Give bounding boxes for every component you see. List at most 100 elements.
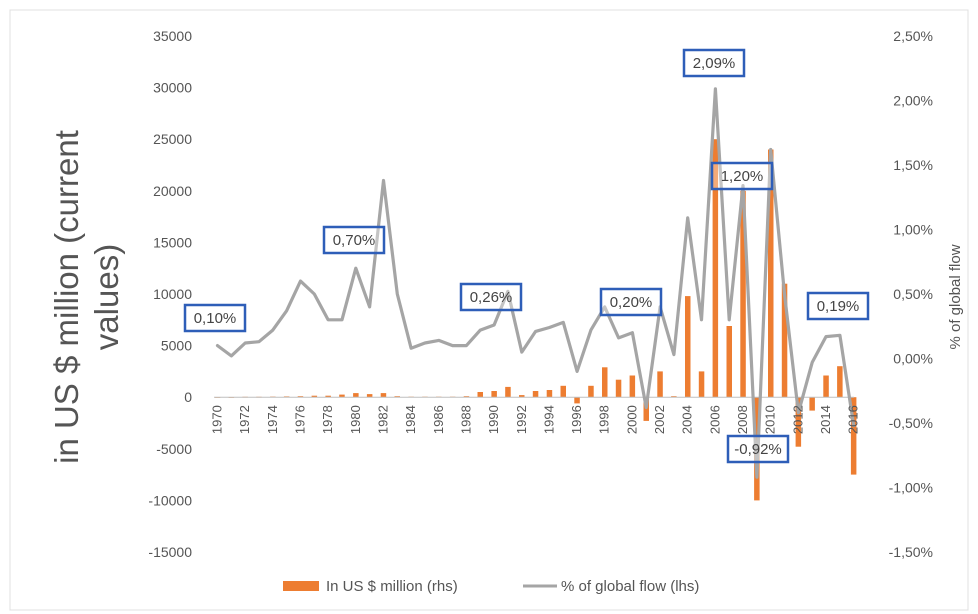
y-right-tick-label: -1,00% xyxy=(889,480,933,496)
x-tick-label: 1980 xyxy=(348,405,363,434)
bar-2002 xyxy=(657,371,663,398)
x-tick-label: 2008 xyxy=(735,405,750,434)
bar-2016 xyxy=(850,397,857,475)
x-tick-label: 2002 xyxy=(652,405,667,434)
bar-2004 xyxy=(685,296,691,398)
y-left-tick-label: -15000 xyxy=(148,544,192,560)
annotation-2006: 2,09% xyxy=(682,48,746,78)
bar-2012 xyxy=(795,397,802,447)
bar-1995 xyxy=(560,385,566,398)
y-left-tick-label: 30000 xyxy=(153,80,192,96)
bar-1997 xyxy=(588,385,594,398)
x-tick-label: 1970 xyxy=(210,405,225,434)
x-tick-label: 1994 xyxy=(541,405,556,434)
bar-1991 xyxy=(505,386,511,398)
bar-1993 xyxy=(532,391,539,398)
annotation-label: 0,10% xyxy=(194,310,237,327)
x-tick-label: 1978 xyxy=(320,405,335,434)
annotation-2009: -0,92% xyxy=(726,434,790,464)
bar-2015 xyxy=(837,366,843,398)
y-right-tick-label: 2,00% xyxy=(893,93,933,109)
bar-1998 xyxy=(602,367,608,398)
x-tick-label: 2006 xyxy=(707,405,722,434)
y-axis-left-title: in US $ million (current values) xyxy=(48,130,125,464)
bar-1977 xyxy=(311,395,318,398)
y-right-tick-label: 0,50% xyxy=(893,286,933,302)
annotation-label: -0,92% xyxy=(734,441,782,458)
y-left-tick-label: 25000 xyxy=(153,131,192,147)
bar-1978 xyxy=(325,395,331,398)
x-tick-label: 1984 xyxy=(403,405,418,434)
bar-2006 xyxy=(712,139,719,398)
bar-2013 xyxy=(809,397,815,411)
annotation-1980: 0,70% xyxy=(322,225,386,255)
legend-label-bars: In US $ million (rhs) xyxy=(326,578,458,595)
x-tick-label: 2016 xyxy=(846,405,861,434)
annotation-label: 0,26% xyxy=(470,289,513,306)
annotation-label: 0,19% xyxy=(817,298,860,315)
annotation-2000: 0,20% xyxy=(599,287,663,317)
y-right-tick-label: 2,50% xyxy=(893,28,933,44)
bar-2010 xyxy=(768,149,774,398)
y-left-tick-label: -10000 xyxy=(148,492,192,508)
y-right-tick-label: 1,00% xyxy=(893,222,933,238)
x-tick-label: 2010 xyxy=(763,405,778,434)
y-right-tick-label: 0,00% xyxy=(893,351,933,367)
bar-1982 xyxy=(380,393,387,398)
bar-2005 xyxy=(698,371,705,398)
annotation-1990: 0,26% xyxy=(459,282,523,312)
x-tick-label: 1988 xyxy=(458,405,473,434)
y-left-tick-label: 20000 xyxy=(153,183,192,199)
annotation-label: 0,70% xyxy=(333,232,376,249)
x-tick-label: 1972 xyxy=(237,405,252,434)
x-tick-label: 1990 xyxy=(486,405,501,434)
tick-labels: -15000 -10000 -5000 0 5000 10000 15000 20000 250… xyxy=(148,28,933,560)
legend-label-line: % of global flow (lhs) xyxy=(561,578,699,595)
bar-1980 xyxy=(353,393,359,398)
x-tick-label: 2012 xyxy=(790,405,805,434)
bar-1994 xyxy=(546,390,553,398)
x-tick-label: 1976 xyxy=(293,405,308,434)
y-left-tick-label: 5000 xyxy=(161,338,192,354)
bar-2014 xyxy=(823,375,829,398)
x-tick-label: 1998 xyxy=(597,405,612,434)
bar-1990 xyxy=(491,391,497,398)
y-right-tick-label: -1,50% xyxy=(889,544,933,560)
legend-swatch-bars xyxy=(283,581,319,591)
bar-2008 xyxy=(740,190,746,398)
y-left-tick-label: 0 xyxy=(184,389,192,405)
annotation-label: 0,20% xyxy=(610,294,653,311)
y-axis-left-title-line2: values) xyxy=(88,244,125,350)
annotation-2008: 1,20% xyxy=(710,161,774,191)
bar-1992 xyxy=(519,395,525,398)
bar-1981 xyxy=(366,394,373,398)
y-right-tick-label: -0,50% xyxy=(889,415,933,431)
bar-1999 xyxy=(615,379,622,398)
bar-2000 xyxy=(629,375,636,398)
bar-2011 xyxy=(781,283,788,398)
annotation-label: 2,09% xyxy=(693,55,736,72)
x-tick-label: 2000 xyxy=(624,405,639,434)
y-right-tick-label: 1,50% xyxy=(893,157,933,173)
bar-1996 xyxy=(574,397,580,404)
x-tick-label: 1996 xyxy=(569,405,584,434)
x-tick-label: 2014 xyxy=(818,405,833,434)
x-tick-label: 1992 xyxy=(514,405,529,434)
bar-1989 xyxy=(477,392,483,398)
x-tick-label: 2004 xyxy=(680,405,695,434)
line-series xyxy=(215,87,856,479)
y-axis-left-title-line1: in US $ million (current xyxy=(48,130,85,464)
x-tick-label: 1974 xyxy=(265,405,280,434)
y-left-tick-label: 15000 xyxy=(153,234,192,250)
line-percent-global-flow xyxy=(215,87,856,479)
bar-2007 xyxy=(726,326,732,398)
y-axis-right-title: % of global flow xyxy=(947,244,964,349)
x-tick-label: 1986 xyxy=(431,405,446,434)
annotation-label: 1,20% xyxy=(721,168,764,185)
y-left-tick-label: 10000 xyxy=(153,286,192,302)
y-left-tick-label: -5000 xyxy=(156,441,192,457)
x-tick-label: 1982 xyxy=(376,405,391,434)
legend: In US $ million (rhs) % of global flow (l… xyxy=(283,578,699,595)
bar-1979 xyxy=(339,394,345,398)
